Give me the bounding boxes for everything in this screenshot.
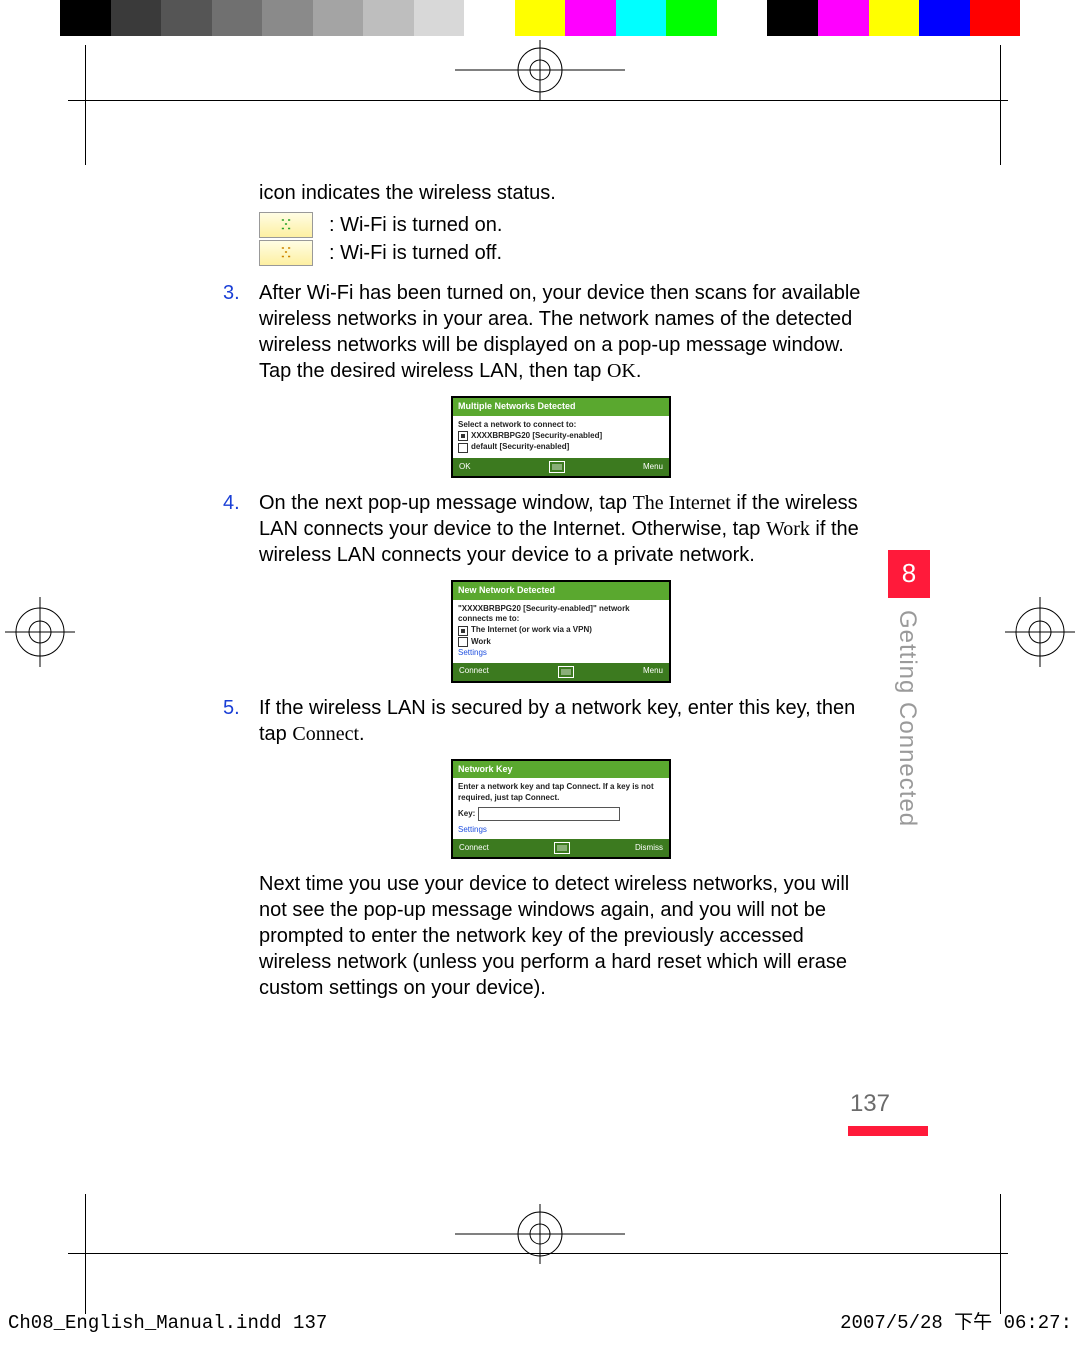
screenshot-2-link: Settings [458, 648, 664, 658]
chapter-number: 8 [902, 557, 916, 591]
screenshot-networks-detected: Multiple Networks Detected Select a netw… [451, 396, 671, 478]
screenshot-1-opt1: XXXXBRBPG20 [Security-enabled] [471, 431, 602, 441]
screenshot-2-title: New Network Detected [453, 582, 669, 600]
crop-line-bottom-right [1000, 1194, 1001, 1314]
step-3: After Wi-Fi has been turned on, your dev… [223, 280, 863, 478]
wifi-on-icon: ⵘ [259, 212, 313, 238]
screenshot-1-right: Menu [643, 462, 663, 472]
chapter-tab: 8 [888, 550, 930, 598]
screenshot-3-link: Settings [458, 825, 664, 835]
ok-label: OK [607, 360, 636, 382]
screenshot-3-left: Connect [459, 843, 489, 853]
keyboard-icon [558, 666, 574, 678]
step-4-text-a: On the next pop-up message window, tap [259, 492, 633, 514]
crop-line-right [1000, 45, 1001, 165]
page-body: icon indicates the wireless status. ⵘ : … [223, 180, 863, 1013]
imprint-left: Ch08_English_Manual.indd 137 [8, 1311, 327, 1336]
step-5-text-c: . [359, 723, 365, 745]
screenshot-2-opt1: The Internet (or work via a VPN) [471, 625, 592, 635]
screenshot-2-left: Connect [459, 666, 489, 676]
screenshot-1-opt2: default [Security-enabled] [471, 442, 569, 452]
screenshot-3-keylabel: Key: [458, 809, 475, 818]
page-number-bar [848, 1126, 928, 1136]
registration-mark-left [5, 597, 75, 667]
wifi-on-label: : Wi-Fi is turned on. [329, 212, 502, 238]
step-5: If the wireless LAN is secured by a netw… [223, 695, 863, 1002]
screenshot-1-left: OK [459, 462, 471, 472]
screenshot-3-title: Network Key [453, 761, 669, 779]
registration-mark-right [1005, 597, 1075, 667]
network-key-field [478, 807, 620, 821]
keyboard-icon [554, 842, 570, 854]
step-4: On the next pop-up message window, tap T… [223, 490, 863, 683]
intro-text: icon indicates the wireless status. [223, 180, 863, 206]
imprint-right: 2007/5/28 下午 06:27: [840, 1311, 1072, 1336]
registration-mark-top [455, 40, 625, 100]
screenshot-2-opt2: Work [471, 637, 491, 647]
screenshot-2-prompt: "XXXXBRBPG20 [Security-enabled]" network… [458, 604, 664, 625]
chapter-title: Getting Connected [892, 610, 923, 827]
step-3-text-c: . [636, 360, 642, 382]
screenshot-new-network: New Network Detected "XXXXBRBPG20 [Secur… [451, 580, 671, 683]
wifi-off-label: : Wi-Fi is turned off. [329, 240, 502, 266]
crop-line-top [68, 100, 1008, 101]
crop-line-left [85, 45, 86, 165]
screenshot-3-prompt: Enter a network key and tap Connect. If … [458, 782, 664, 803]
screenshot-network-key: Network Key Enter a network key and tap … [451, 759, 671, 860]
screenshot-2-right: Menu [643, 666, 663, 676]
wifi-off-row: ⵘ : Wi-Fi is turned off. [259, 240, 863, 266]
imprint-footer: Ch08_English_Manual.indd 137 2007/5/28 下… [0, 1311, 1080, 1336]
page-number: 137 [850, 1088, 890, 1119]
wifi-on-row: ⵘ : Wi-Fi is turned on. [259, 212, 863, 238]
work-label: Work [766, 518, 810, 540]
connect-label: Connect [292, 723, 359, 745]
closing-text: Next time you use your device to detect … [259, 871, 863, 1001]
registration-mark-bottom [455, 1204, 625, 1264]
wifi-off-icon: ⵘ [259, 240, 313, 266]
print-color-bar [60, 0, 1020, 36]
crop-line-bottom-left [85, 1194, 86, 1314]
screenshot-1-prompt: Select a network to connect to: [458, 420, 664, 430]
the-internet-label: The Internet [633, 492, 731, 514]
screenshot-3-right: Dismiss [635, 843, 663, 853]
keyboard-icon [549, 461, 565, 473]
step-3-text-a: After Wi-Fi has been turned on, your dev… [259, 282, 860, 382]
screenshot-1-title: Multiple Networks Detected [453, 398, 669, 416]
